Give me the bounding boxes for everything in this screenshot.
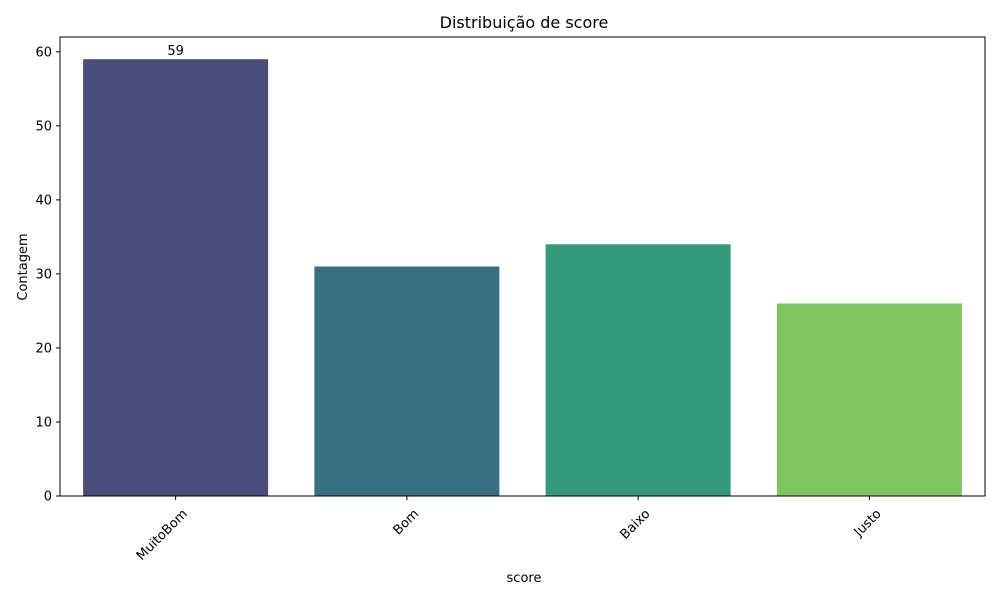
y-axis-label: Contagem xyxy=(16,233,31,300)
plot-frame xyxy=(59,36,986,497)
x-tick-label: Justo xyxy=(851,507,885,541)
data-label: 59 xyxy=(167,44,184,59)
x-axis-label: score xyxy=(507,571,542,586)
y-tick-label: 0 xyxy=(44,490,52,505)
y-tick-label: 60 xyxy=(35,45,52,60)
bar-muitobom xyxy=(83,59,269,496)
chart-title: Distribuição de score xyxy=(440,13,609,32)
bars-group xyxy=(83,59,962,496)
bar-baixo xyxy=(545,244,731,496)
bar-bom xyxy=(314,266,500,496)
bar-justo xyxy=(776,303,962,496)
y-tick-label: 40 xyxy=(35,193,52,208)
x-tick-label: Bom xyxy=(391,507,422,538)
x-tick-label: MuitoBom xyxy=(134,507,191,564)
x-axis: MuitoBom Bom Baixo Justo xyxy=(134,496,885,564)
y-tick-label: 20 xyxy=(35,341,52,356)
data-labels-group: 59 xyxy=(167,44,184,59)
y-tick-label: 30 xyxy=(35,267,52,282)
y-tick-label: 10 xyxy=(35,415,52,430)
y-axis: 0 10 20 30 40 50 60 xyxy=(35,45,60,505)
y-tick-label: 50 xyxy=(35,119,52,134)
x-tick-label: Baixo xyxy=(618,507,654,543)
